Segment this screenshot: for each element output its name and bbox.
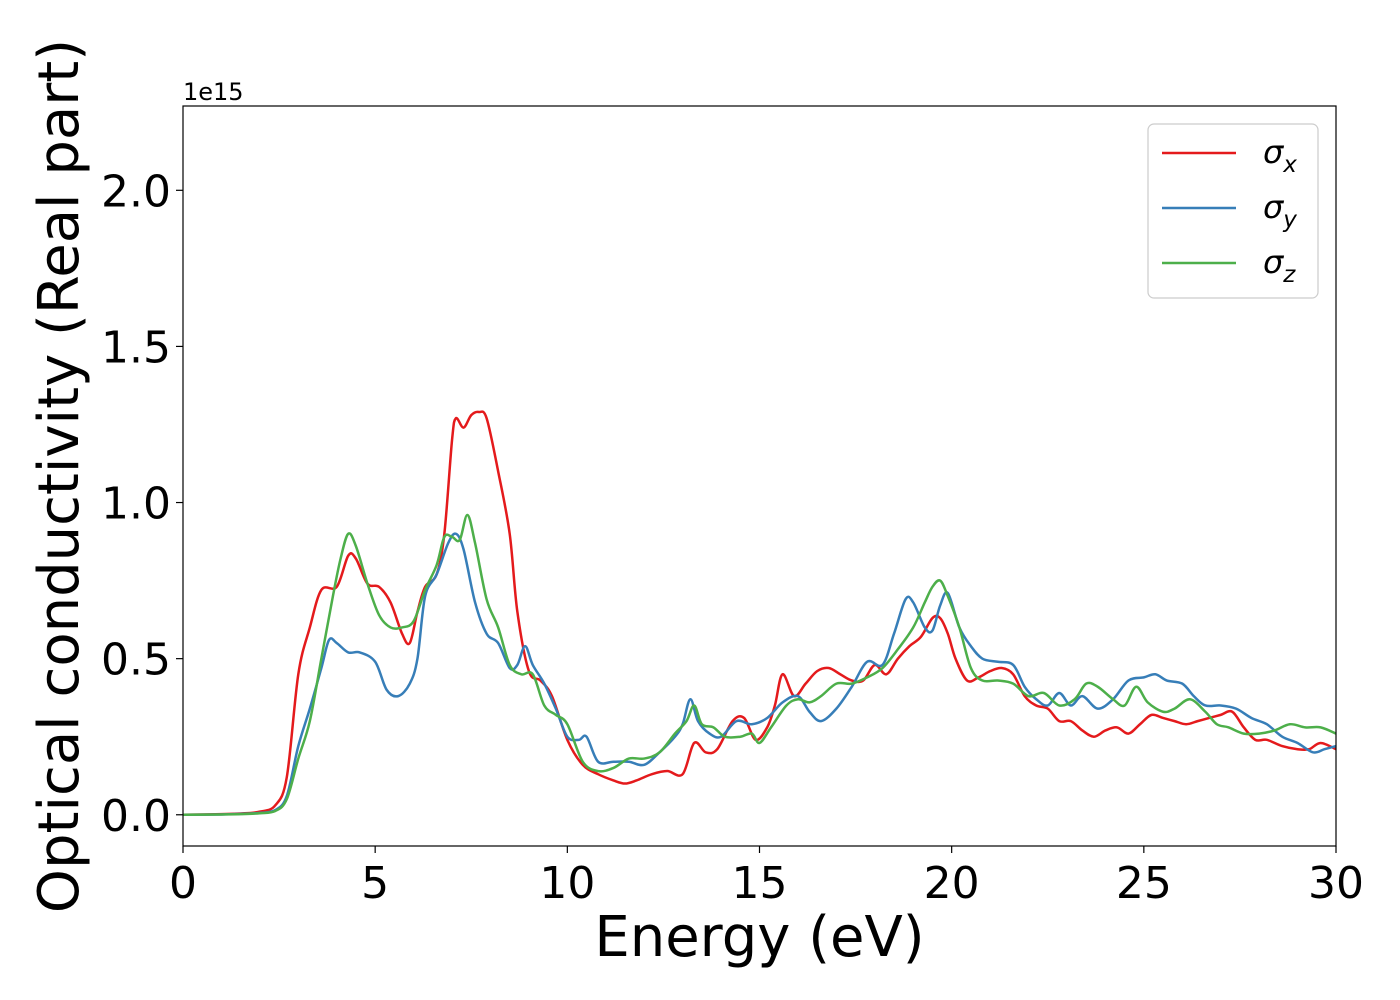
legend: σx σy σz bbox=[1147, 123, 1319, 299]
x-tick-label: 15 bbox=[732, 858, 788, 909]
y-tick-label: 2.0 bbox=[101, 166, 171, 217]
y-tick-label: 1.0 bbox=[101, 479, 171, 530]
y-tick-label: 1.5 bbox=[101, 322, 171, 373]
x-tick-label: 20 bbox=[924, 858, 980, 909]
x-tick-label: 0 bbox=[169, 858, 197, 909]
y-tick-label: 0.0 bbox=[101, 791, 171, 842]
x-tick-label: 10 bbox=[539, 858, 595, 909]
series-line-y bbox=[183, 532, 1336, 817]
x-tick-label: 25 bbox=[1116, 858, 1172, 909]
x-tick-label: 5 bbox=[361, 858, 389, 909]
series-layer bbox=[183, 410, 1336, 817]
y-axis-ticks: 0.0 0.5 1.0 1.5 2.0 bbox=[101, 166, 183, 842]
x-axis-label: Energy (eV) bbox=[594, 905, 924, 970]
legend-box bbox=[1147, 123, 1319, 299]
y-offset-text: 1e15 bbox=[183, 78, 244, 106]
legend-label-x: σx bbox=[1263, 133, 1297, 178]
x-axis-ticks: 0 5 10 15 20 25 30 bbox=[169, 846, 1364, 909]
series-line-z bbox=[183, 513, 1336, 817]
legend-label-y: σy bbox=[1263, 188, 1297, 233]
legend-label-z: σz bbox=[1263, 243, 1296, 288]
y-tick-label: 0.5 bbox=[101, 635, 171, 686]
y-axis-label: Optical conductivity (Real part) bbox=[27, 39, 92, 913]
x-tick-label: 30 bbox=[1308, 858, 1364, 909]
